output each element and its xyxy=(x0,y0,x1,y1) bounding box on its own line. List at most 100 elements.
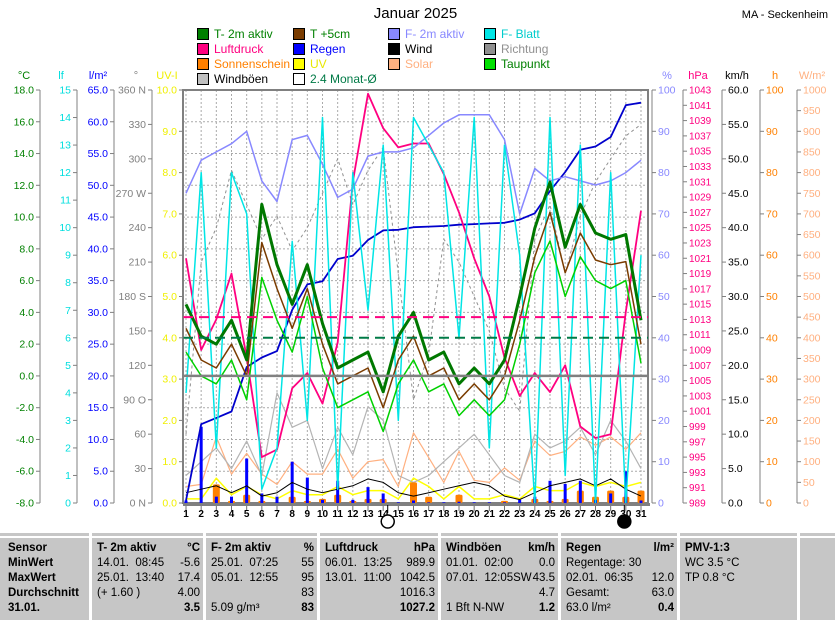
table-separator xyxy=(89,533,92,620)
svg-text:330: 330 xyxy=(128,119,146,131)
svg-text:12.0: 12.0 xyxy=(14,180,35,192)
svg-text:7.0: 7.0 xyxy=(162,208,177,220)
svg-text:9: 9 xyxy=(65,250,71,262)
cell-value: 0.0 xyxy=(539,557,555,569)
svg-text:1023: 1023 xyxy=(689,238,712,249)
row-header-minwert: MinWert xyxy=(8,557,54,569)
cell-value: 17.4 xyxy=(177,572,200,584)
svg-text:29: 29 xyxy=(605,509,617,520)
svg-text:50.0: 50.0 xyxy=(88,180,109,192)
cell-value: 4.00 xyxy=(177,587,200,599)
table-col-header: Regen l/m² xyxy=(566,541,674,556)
legend-item-f-2m-aktiv: F- 2m aktiv xyxy=(388,27,464,41)
svg-text:26: 26 xyxy=(560,509,572,520)
legend-swatch-icon xyxy=(293,58,305,70)
table-cell-row: 14.01. 08:45 -5.6 xyxy=(97,556,200,571)
svg-text:0: 0 xyxy=(65,498,71,510)
table-separator xyxy=(438,533,441,620)
svg-text:3.0: 3.0 xyxy=(162,374,177,386)
row-header-durchschnitt: Durchschnitt xyxy=(8,587,79,599)
svg-text:210: 210 xyxy=(128,257,146,269)
table-cell-row: Regentage: 30 xyxy=(566,556,674,571)
svg-text:45.0: 45.0 xyxy=(728,188,749,200)
cell-value: 43.5 xyxy=(532,572,555,584)
legend-item-f-blatt: F- Blatt xyxy=(484,27,540,41)
cell-value: 4.7 xyxy=(539,587,555,599)
svg-text:16: 16 xyxy=(408,509,420,520)
svg-text:100: 100 xyxy=(766,85,784,97)
svg-text:35.0: 35.0 xyxy=(728,257,749,269)
table-col-pmv: PMV-1:3 WC 3.5 °C TP 0.8 °C xyxy=(685,541,790,586)
svg-text:500: 500 xyxy=(803,291,821,303)
table-cell-row: 05.01. 12:55 95 xyxy=(211,571,314,586)
table-separator xyxy=(203,533,206,620)
legend-item-t-2m-aktiv: T- 2m aktiv xyxy=(197,27,273,41)
svg-text:550: 550 xyxy=(803,270,821,282)
svg-text:20: 20 xyxy=(766,415,778,427)
svg-text:45.0: 45.0 xyxy=(88,212,109,224)
svg-text:750: 750 xyxy=(803,188,821,200)
cell-value: 1027.2 xyxy=(399,602,435,614)
legend-item-uv: UV xyxy=(293,57,327,71)
pmv-taupunkt: TP 0.8 °C xyxy=(685,572,735,584)
legend-label: Sonnenschein xyxy=(214,57,291,71)
table-cell-row: 83 xyxy=(211,586,314,601)
svg-text:1.0: 1.0 xyxy=(162,456,177,468)
svg-text:13: 13 xyxy=(59,140,71,152)
svg-text:600: 600 xyxy=(803,250,821,262)
cell-label: 01.01. 02:00 xyxy=(446,557,514,569)
svg-text:7: 7 xyxy=(65,305,71,317)
svg-text:60.0: 60.0 xyxy=(728,85,749,97)
svg-text:150: 150 xyxy=(128,325,146,337)
svg-text:18.0: 18.0 xyxy=(14,85,35,97)
svg-text:1005: 1005 xyxy=(689,376,712,387)
summary-table: Sensor MinWert MaxWert Durchschnitt 31.0… xyxy=(0,533,835,620)
svg-text:5: 5 xyxy=(65,360,71,372)
svg-text:31: 31 xyxy=(635,509,647,520)
svg-text:10: 10 xyxy=(317,509,329,520)
svg-text:5.0: 5.0 xyxy=(728,463,743,475)
svg-text:250: 250 xyxy=(803,394,821,406)
svg-text:0.0: 0.0 xyxy=(728,498,743,510)
svg-text:lf: lf xyxy=(58,70,64,82)
legend-label: T +5cm xyxy=(310,27,351,41)
svg-text:5: 5 xyxy=(244,509,250,520)
cell-value: 95 xyxy=(301,572,314,584)
legend-item-sonnenschein: Sonnenschein xyxy=(197,57,290,71)
svg-text:W/m²: W/m² xyxy=(799,70,826,82)
svg-text:70: 70 xyxy=(658,208,670,220)
svg-text:60.0: 60.0 xyxy=(88,116,109,128)
svg-text:15: 15 xyxy=(59,85,71,97)
svg-text:%: % xyxy=(662,70,672,82)
cell-label: 06.01. 13:25 xyxy=(325,557,393,569)
legend-label: F- 2m aktiv xyxy=(405,27,465,41)
col-unit: % xyxy=(303,542,314,554)
table-cell-row: 1 Bft N-NW 1.2 xyxy=(446,601,555,616)
cell-label: 25.01. 07:25 xyxy=(211,557,279,569)
svg-text:28: 28 xyxy=(590,509,602,520)
svg-text:11: 11 xyxy=(332,509,343,520)
table-cell-row: 5.09 g/m³ 83 xyxy=(211,601,314,616)
svg-text:1007: 1007 xyxy=(689,361,712,372)
svg-text:1019: 1019 xyxy=(689,269,712,280)
table-col-f-2m-aktiv: F- 2m aktiv% 25.01. 07:25 55 05.01. 12:55 95… xyxy=(211,541,314,616)
cell-value: 55 xyxy=(301,557,314,569)
svg-text:-8.0: -8.0 xyxy=(16,498,34,510)
svg-text:10: 10 xyxy=(658,456,670,468)
svg-text:11: 11 xyxy=(60,195,71,207)
svg-text:100: 100 xyxy=(803,456,821,468)
svg-text:2.0: 2.0 xyxy=(19,339,34,351)
legend-swatch-icon xyxy=(197,28,209,40)
svg-text:30: 30 xyxy=(620,509,632,520)
table-cell-row: 13.01. 11:00 1042.5 xyxy=(325,571,435,586)
legend-item-solar: Solar xyxy=(388,57,433,71)
svg-text:997: 997 xyxy=(689,437,706,448)
svg-text:14: 14 xyxy=(59,112,71,124)
svg-text:1001: 1001 xyxy=(689,407,712,418)
svg-text:10.0: 10.0 xyxy=(88,434,109,446)
svg-text:25.0: 25.0 xyxy=(728,325,749,337)
svg-text:30: 30 xyxy=(134,463,146,475)
legend-item-2-4-monat-: 2.4 Monat-Ø xyxy=(293,72,377,86)
svg-text:1013: 1013 xyxy=(689,315,712,326)
svg-text:20: 20 xyxy=(469,509,481,520)
